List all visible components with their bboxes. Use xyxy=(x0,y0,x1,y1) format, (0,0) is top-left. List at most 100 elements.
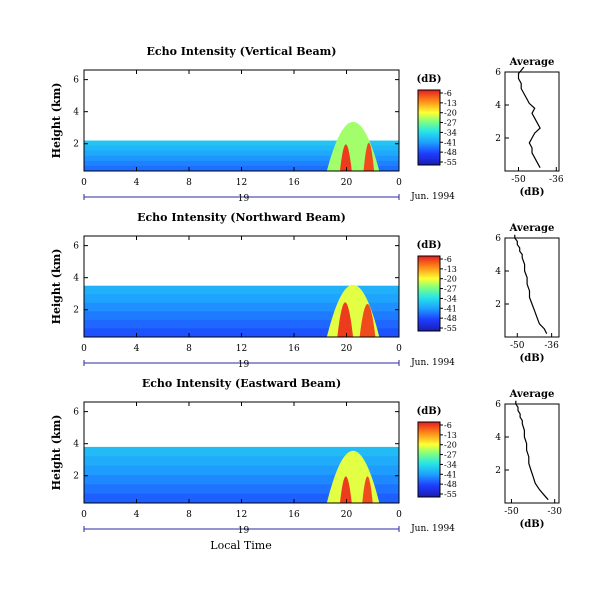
x-tick-label: 20 xyxy=(341,178,353,188)
avg-x-tick-label: -36 xyxy=(549,175,564,185)
colorbar-tick-label: -41 xyxy=(444,138,457,147)
colorbar-tick-label: -48 xyxy=(444,148,457,157)
avg-frame xyxy=(504,237,560,338)
colorbar-tick-label: -48 xyxy=(444,480,457,489)
colorbar-tick-label: -55 xyxy=(444,324,457,333)
echo-region xyxy=(84,285,399,295)
colorbar-tick-label: -34 xyxy=(444,460,457,469)
echo-region xyxy=(84,484,399,495)
x-tick-label: 0 xyxy=(81,344,87,354)
colorbar-unit: (dB) xyxy=(417,240,442,251)
colorbar-tick-label: -20 xyxy=(444,441,457,450)
y-axis-label: Height (km) xyxy=(50,415,63,491)
echo-cells xyxy=(84,284,399,337)
echo-region xyxy=(84,328,399,337)
avg-title: Average xyxy=(509,389,555,400)
y-tick-label: 2 xyxy=(73,472,79,482)
y-tick-label: 6 xyxy=(73,242,79,252)
colorbar-tick-label: -13 xyxy=(444,99,457,108)
echo-region xyxy=(84,155,399,162)
colorbar-tick-label: -27 xyxy=(444,285,457,294)
average-panel-0: Average 6 4 2 -50 -36 (dB) xyxy=(495,57,564,198)
x-tick-label: 0 xyxy=(81,178,87,188)
colorbar-tick-label: -13 xyxy=(444,431,457,440)
avg-title: Average xyxy=(509,57,555,68)
avg-profile-line xyxy=(517,66,541,168)
y-tick-label: 2 xyxy=(73,306,79,316)
echo-region xyxy=(84,446,399,457)
y-axis-label: Height (km) xyxy=(50,83,63,159)
avg-frame xyxy=(504,71,560,172)
colorbar-tick-label: -20 xyxy=(444,275,457,284)
average-panel-1: Average 6 4 2 -50 -36 (dB) xyxy=(495,223,560,364)
colorbar-tick-label: -34 xyxy=(444,294,457,303)
y-tick-label: 6 xyxy=(73,408,79,418)
echo-region xyxy=(339,476,352,503)
x-tick-label: 0 xyxy=(396,344,402,354)
x-tick-label: 12 xyxy=(236,510,247,520)
avg-y-tick-label: 4 xyxy=(495,433,501,443)
colorbar-tick-label: -55 xyxy=(444,490,457,499)
colorbar xyxy=(417,421,441,498)
avg-y-tick-label: 6 xyxy=(495,234,501,244)
x-tick-label: 8 xyxy=(186,344,192,354)
heatmap-panel-0: 0 4 8 12 16 20 0 6 4 2 Echo Intensity (Vertical Be… xyxy=(50,45,457,204)
colorbar-tick-label: -27 xyxy=(444,119,457,128)
avg-y-tick-label: 4 xyxy=(495,101,501,111)
colorbar-unit: (dB) xyxy=(417,74,442,85)
y-tick-label: 4 xyxy=(73,274,79,284)
avg-x-label: (dB) xyxy=(520,187,545,198)
y-tick-label: 6 xyxy=(73,76,79,86)
echo-region xyxy=(84,140,399,147)
echo-region xyxy=(84,150,399,157)
colorbar-tick-label: -41 xyxy=(444,470,457,479)
echo-region xyxy=(84,145,399,152)
echo-region xyxy=(84,311,399,321)
colorbar xyxy=(417,89,441,166)
x-tick-label: 16 xyxy=(288,178,300,188)
avg-frame xyxy=(504,403,560,504)
day-label: 19 xyxy=(238,360,250,370)
colorbar-tick-label: -6 xyxy=(444,255,452,264)
x-tick-label: 0 xyxy=(396,510,402,520)
avg-x-tick-label: -30 xyxy=(547,507,562,517)
avg-y-tick-label: 6 xyxy=(495,68,501,78)
y-tick-label: 4 xyxy=(73,108,79,118)
date-label: Jun. 1994 xyxy=(410,192,455,202)
avg-x-tick-label: -36 xyxy=(544,341,559,351)
echo-region xyxy=(84,456,399,467)
x-tick-label: 16 xyxy=(288,344,300,354)
echo-region xyxy=(84,294,399,304)
avg-profile-line xyxy=(515,400,549,501)
colorbar-tick-label: -27 xyxy=(444,451,457,460)
avg-y-tick-label: 4 xyxy=(495,267,501,277)
panel-title: Echo Intensity (Eastward Beam) xyxy=(142,377,341,390)
colorbar-tick-label: -41 xyxy=(444,304,457,313)
echo-cells xyxy=(84,446,399,503)
date-label: Jun. 1994 xyxy=(410,358,455,368)
panel-title: Echo Intensity (Northward Beam) xyxy=(137,211,346,224)
echo-region xyxy=(84,319,399,329)
local-time-label: Local Time xyxy=(210,539,271,552)
x-tick-label: 12 xyxy=(236,344,247,354)
colorbar-unit: (dB) xyxy=(417,406,442,417)
avg-profile-line xyxy=(514,234,548,334)
x-tick-label: 0 xyxy=(81,510,87,520)
echo-cells xyxy=(84,121,399,171)
heatmap-panel-1: 0 4 8 12 16 20 0 6 4 2 Echo Intensity (Northward B… xyxy=(50,211,457,370)
date-label: Jun. 1994 xyxy=(410,524,455,534)
colorbar-tick-label: -48 xyxy=(444,314,457,323)
x-tick-label: 4 xyxy=(134,178,140,188)
x-tick-label: 12 xyxy=(236,178,247,188)
colorbar xyxy=(417,255,441,332)
colorbar-tick-label: -20 xyxy=(444,109,457,118)
x-tick-label: 4 xyxy=(134,344,140,354)
colorbar-tick-label: -6 xyxy=(444,89,452,98)
heatmap-panel-2: 0 4 8 12 16 20 0 6 4 2 Echo Intensity (Eastward Be… xyxy=(50,377,457,536)
echo-region xyxy=(84,160,399,167)
x-tick-label: 16 xyxy=(288,510,300,520)
colorbar-tick-label: -34 xyxy=(444,128,457,137)
avg-y-tick-label: 2 xyxy=(495,300,501,310)
day-label: 19 xyxy=(238,194,250,204)
